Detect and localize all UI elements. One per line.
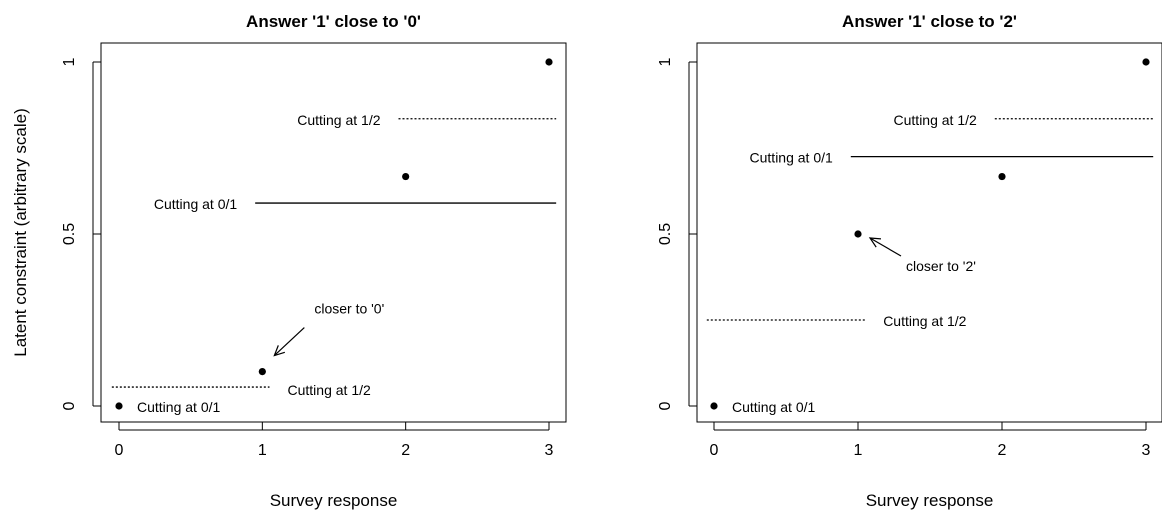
data-point [545,58,553,66]
x-axis-label: Survey response [866,491,994,510]
chart-title: Answer '1' close to '2' [842,12,1017,31]
data-point [258,368,266,376]
data-point [854,230,862,238]
chart-title: Answer '1' close to '0' [246,12,421,31]
y-tick-label: 1 [657,57,674,66]
data-point [1142,58,1150,66]
data-point [402,172,410,181]
data-point [998,172,1006,181]
x-tick-label: 1 [258,442,267,459]
point-label: Cutting at 0/1 [732,399,815,415]
cut-line-label: Cutting at 0/1 [154,196,237,212]
annotation-arrow-head [273,345,286,357]
cut-line-label: Cutting at 1/2 [894,112,977,128]
cut-line-label: Cutting at 0/1 [750,150,833,166]
panel-left: Answer '1' close to '0' 0 1 2 3 0 0.5 1 Survey r… [11,12,567,510]
cut-line-label: Cutting at 1/2 [288,382,371,398]
annotation-arrow-shaft [273,327,305,357]
y-tick-label: 0.5 [61,223,78,245]
x-tick-label: 3 [1142,442,1151,459]
annotation-label: closer to '0' [314,301,384,317]
point-label: Cutting at 0/1 [137,399,220,415]
data-point [710,402,718,410]
x-tick-label: 3 [545,442,554,459]
y-tick-label: 1 [61,57,78,66]
y-tick-label: 0 [61,401,78,410]
x-tick-label: 0 [115,442,124,459]
x-tick-label: 2 [401,442,410,459]
panel-right: Answer '1' close to '2' 0 1 2 3 0 0.5 1 Survey r… [657,12,1162,510]
data-point [115,402,123,410]
annotation-arrow-head [868,237,882,248]
y-tick-label: 0.5 [657,223,674,245]
plot-frame [696,42,1162,423]
x-tick-label: 0 [710,442,719,459]
x-tick-label: 1 [854,442,863,459]
cut-line-label: Cutting at 1/2 [297,112,380,128]
annotation-arrow-shaft [869,237,902,257]
y-tick-label: 0 [657,401,674,410]
y-axis-label: Latent constraint (arbitrary scale) [11,108,30,357]
annotation-label: closer to '2' [906,258,976,274]
x-tick-label: 2 [998,442,1007,459]
x-axis-label: Survey response [270,491,398,510]
plot-frame [100,42,567,423]
cut-line-label: Cutting at 1/2 [883,313,966,329]
